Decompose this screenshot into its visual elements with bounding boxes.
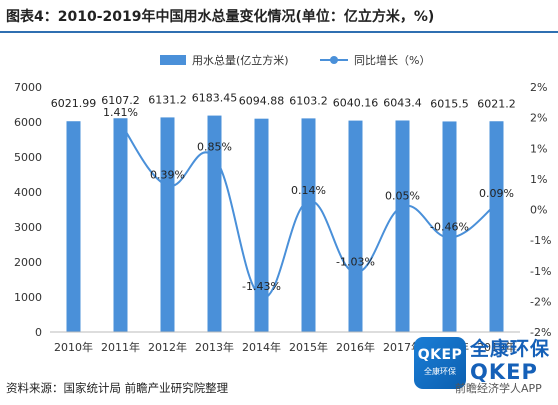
y-left-tick-label: 1000 [14,291,42,304]
y-right-tick-label: -1% [530,265,551,278]
bar-value-label: 6103.2 [289,94,328,107]
growth-value-label: 0.05% [385,189,420,202]
x-tick-label: 2016年 [336,340,375,354]
bar-value-label: 6043.4 [383,96,422,109]
y-right-tick-label: 1% [530,173,547,186]
x-tick-label: 2017年 [383,340,422,354]
growth-point [258,294,265,301]
growth-value-label: -1.43% [242,280,281,293]
growth-value-label: 0.85% [197,140,232,153]
growth-value-label: -1.03% [336,256,375,269]
bar [489,121,504,333]
growth-value-label: 0.39% [150,169,185,182]
brand-logo-badge: QKEP 全康环保 [414,337,466,389]
y-right-tick-label: 1% [530,142,547,155]
brand-badge-sub: 全康环保 [424,367,456,376]
chart-title: 图表4：2010-2019年中国用水总量变化情况(单位：亿立方米，%) [6,9,435,25]
y-left-tick-label: 3000 [14,221,42,234]
source-note: 资料来源：国家统计局 前瞻产业研究院整理 [6,381,229,395]
y-left-tick-label: 5000 [14,151,42,164]
bar [66,121,81,332]
legend-bar-label: 用水总量(亿立方米) [192,54,289,67]
title-divider [0,31,558,33]
bar-value-label: 6094.88 [239,95,285,108]
x-tick-label: 2014年 [242,340,281,354]
legend-item-line: 同比增长（%） [320,52,430,68]
legend-line-label: 同比增长（%） [354,54,431,67]
bar [348,120,363,333]
bar-value-label: 6131.2 [148,93,187,106]
y-right-tick-label: -2% [530,326,551,339]
growth-point [352,269,359,276]
y-left-tick-label: 2000 [14,256,42,269]
legend-item-bar: 用水总量(亿立方米) [160,52,289,68]
y-right-tick-label: 2% [530,81,547,94]
bar [254,118,269,332]
growth-point [399,203,406,210]
y-left-tick-label: 6000 [14,116,42,129]
legend-bar-swatch [160,55,186,65]
bar [301,118,316,332]
bar [395,120,410,332]
growth-line [119,122,498,299]
x-tick-label: 2010年 [54,340,93,354]
bar-value-label: 6021.99 [51,97,97,110]
y-right-tick-label: -1% [530,234,551,247]
x-tick-label: 2012年 [148,340,187,354]
growth-value-label: 1.41% [103,106,138,119]
bar-value-label: 6015.5 [430,97,469,110]
bar [207,115,222,332]
growth-point [493,200,500,207]
y-right-tick-label: -2% [530,295,551,308]
app-credit: 前瞻经济学人APP [455,382,542,395]
growth-value-label: -0.46% [430,221,469,234]
y-left-tick-label: 0 [35,326,42,339]
bar-value-label: 6107.2 [101,94,140,107]
bar [113,118,128,332]
growth-point [446,234,453,241]
brand-badge-main: QKEP [417,347,463,363]
growth-point [117,120,124,127]
y-right-tick-label: 0% [530,204,547,217]
bar-value-label: 6040.16 [333,97,379,110]
x-tick-label: 2013年 [195,340,234,354]
brand-cn: 全康环保 [470,338,551,360]
x-tick-label: 2015年 [289,340,328,354]
brand-en: QKEP [470,360,538,384]
bar-value-label: 6021.2 [477,97,516,110]
bar-value-label: 6183.45 [192,92,238,105]
growth-point [164,182,171,189]
x-tick-label: 2011年 [101,340,140,354]
bar [442,121,457,333]
growth-value-label: 0.09% [479,187,514,200]
growth-point [211,154,218,161]
x-tick-label: 2019年 [477,340,516,354]
growth-point [305,197,312,204]
bar [160,117,175,333]
y-left-tick-label: 4000 [14,186,42,199]
y-right-tick-label: 2% [530,112,547,125]
legend-line-swatch [320,55,348,65]
y-left-tick-label: 7000 [14,81,42,94]
brand-wordmark: 全康环保 QKEP [470,338,550,384]
growth-value-label: 0.14% [291,184,326,197]
